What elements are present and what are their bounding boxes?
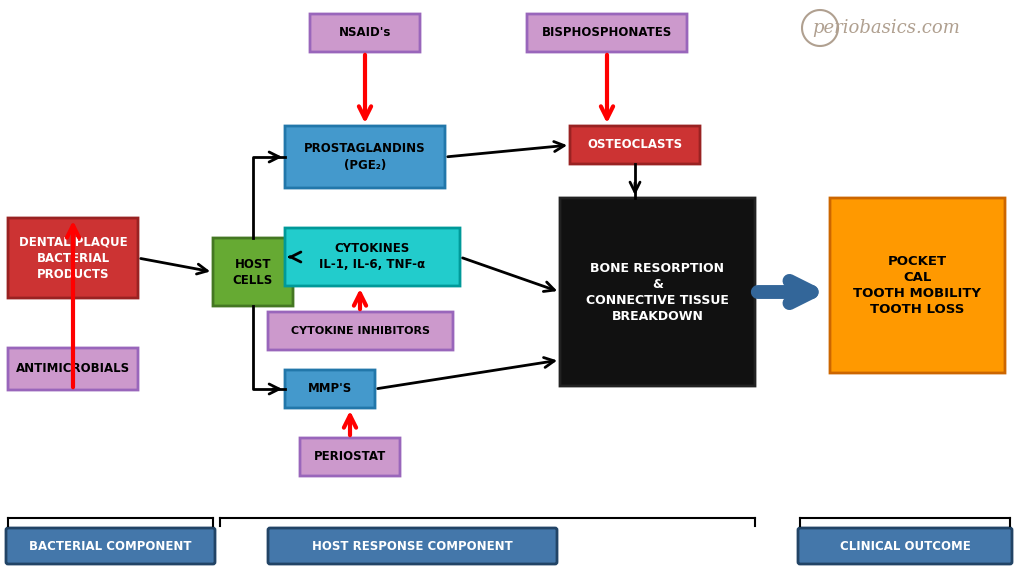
- Text: CYTOKINES
IL-1, IL-6, TNF-α: CYTOKINES IL-1, IL-6, TNF-α: [319, 243, 426, 271]
- Text: BISPHOSPHONATES: BISPHOSPHONATES: [542, 26, 673, 39]
- Text: POCKET
CAL
TOOTH MOBILITY
TOOTH LOSS: POCKET CAL TOOTH MOBILITY TOOTH LOSS: [854, 255, 981, 316]
- FancyBboxPatch shape: [285, 370, 375, 408]
- Text: periobasics.com: periobasics.com: [812, 19, 960, 37]
- FancyBboxPatch shape: [798, 528, 1012, 564]
- FancyBboxPatch shape: [8, 348, 138, 390]
- Text: MMP'S: MMP'S: [308, 383, 353, 396]
- Text: BONE RESORPTION
&
CONNECTIVE TISSUE
BREAKDOWN: BONE RESORPTION & CONNECTIVE TISSUE BREA…: [586, 262, 729, 323]
- FancyBboxPatch shape: [6, 528, 215, 564]
- FancyBboxPatch shape: [285, 126, 445, 188]
- FancyBboxPatch shape: [8, 218, 138, 298]
- FancyBboxPatch shape: [310, 14, 420, 52]
- FancyBboxPatch shape: [527, 14, 687, 52]
- FancyBboxPatch shape: [830, 198, 1005, 373]
- Text: PROSTAGLANDINS
(PGE₂): PROSTAGLANDINS (PGE₂): [305, 143, 426, 171]
- FancyBboxPatch shape: [570, 126, 700, 164]
- Text: CLINICAL OUTCOME: CLINICAL OUTCOME: [840, 540, 970, 553]
- Text: HOST
CELLS: HOST CELLS: [233, 258, 273, 287]
- FancyBboxPatch shape: [213, 238, 293, 306]
- Text: HOST RESPONSE COMPONENT: HOST RESPONSE COMPONENT: [312, 540, 513, 553]
- FancyBboxPatch shape: [300, 438, 400, 476]
- FancyBboxPatch shape: [285, 228, 460, 286]
- Text: NSAID's: NSAID's: [338, 26, 391, 39]
- Text: PERIOSTAT: PERIOSTAT: [314, 451, 386, 464]
- Text: OSTEOCLASTS: OSTEOCLASTS: [587, 139, 683, 151]
- FancyBboxPatch shape: [268, 312, 453, 350]
- Text: BACTERIAL COMPONENT: BACTERIAL COMPONENT: [30, 540, 192, 553]
- Text: ANTIMICROBIALS: ANTIMICROBIALS: [16, 363, 130, 376]
- Text: DENTAL PLAQUE
BACTERIAL
PRODUCTS: DENTAL PLAQUE BACTERIAL PRODUCTS: [18, 235, 127, 280]
- Text: CYTOKINE INHIBITORS: CYTOKINE INHIBITORS: [291, 326, 430, 336]
- FancyBboxPatch shape: [268, 528, 557, 564]
- FancyBboxPatch shape: [560, 198, 755, 386]
